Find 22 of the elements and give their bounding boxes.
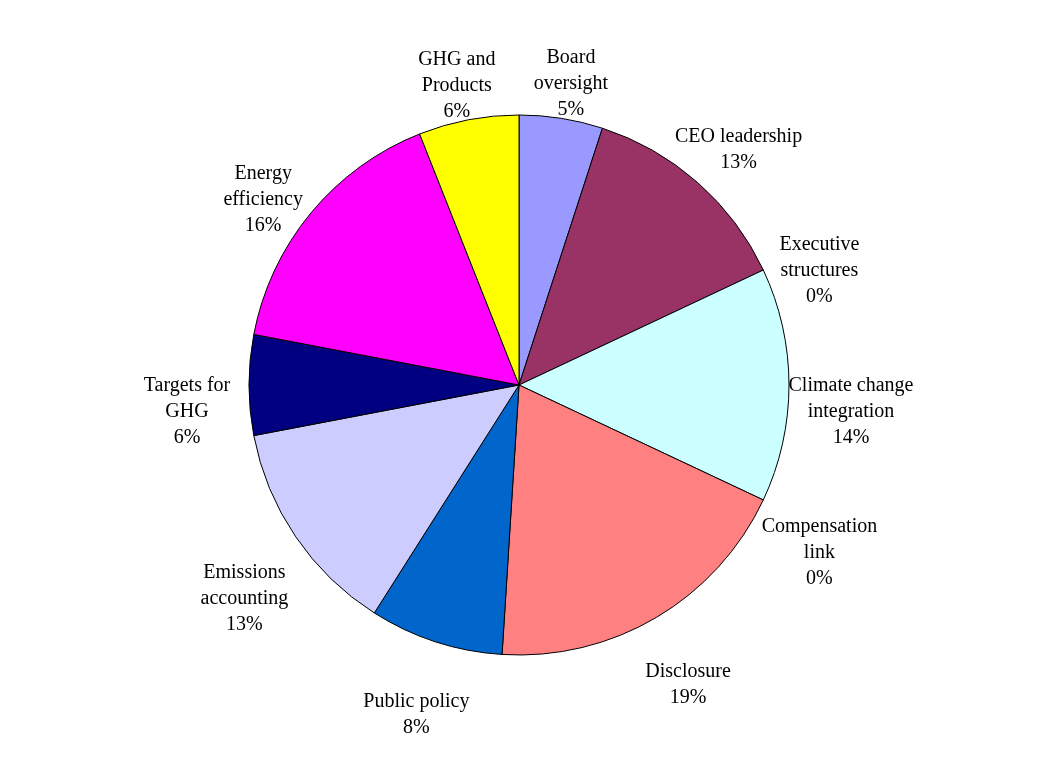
- slice-label: Climate change integration: [788, 373, 914, 422]
- data-label: 19%: [669, 684, 707, 707]
- data-label: 6%: [173, 425, 201, 447]
- category-label: Executive structures: [779, 231, 860, 280]
- data-label: 16%: [244, 213, 282, 236]
- slice-label: CEO leadership: [674, 123, 803, 147]
- slice-label: Energy efficiency: [223, 161, 303, 211]
- data-label: 13%: [226, 611, 263, 634]
- slice-label: GHG and Products: [418, 46, 496, 95]
- slice-label: Disclosure: [645, 658, 731, 681]
- data-label: 6%: [443, 98, 471, 121]
- slice-label: Board oversight: [533, 45, 609, 95]
- slice-label: Emissions accounting: [200, 559, 289, 609]
- slice-label: Public policy: [363, 688, 470, 712]
- data-label: 13%: [720, 149, 757, 172]
- category-label: Compensation link: [761, 514, 878, 563]
- data-label: 14%: [832, 425, 870, 447]
- slice-label: Targets for GHG: [143, 373, 231, 421]
- data-label: 8%: [403, 714, 430, 737]
- text: 0%: [806, 283, 833, 306]
- data-label: 5%: [557, 97, 585, 120]
- text: 0%: [806, 566, 833, 589]
